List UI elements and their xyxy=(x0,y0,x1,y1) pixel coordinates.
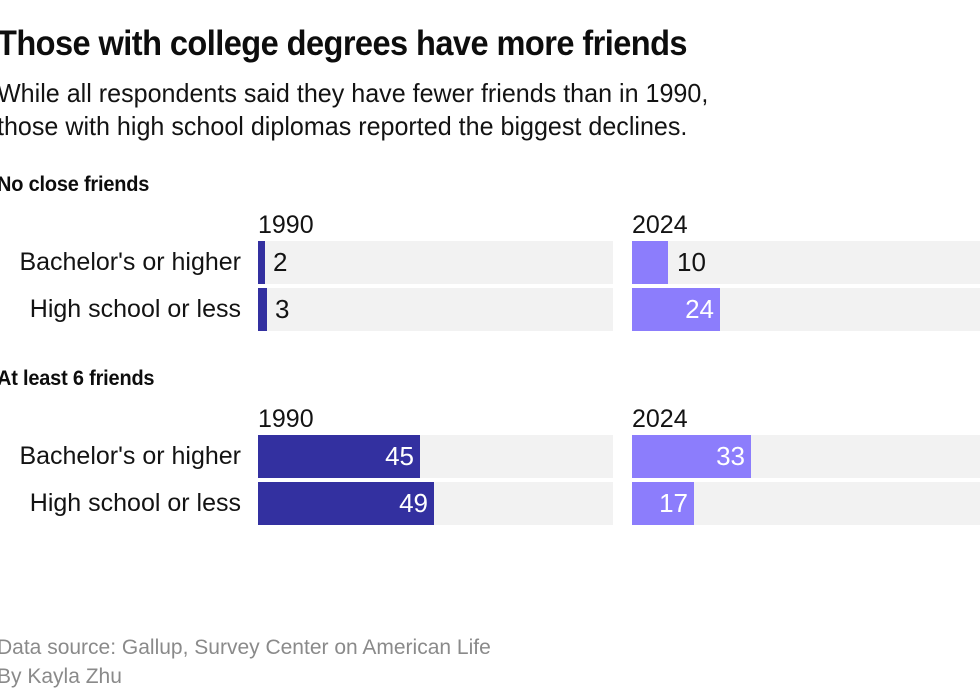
bar-1990-bachelors[interactable]: 45 xyxy=(258,434,420,478)
byline-text: By Kayla Zhu xyxy=(0,664,122,688)
row-label-bachelors: Bachelor's or higher xyxy=(19,247,241,276)
bar-2024-bachelors[interactable]: 33 xyxy=(632,434,751,478)
subtitle-line-1: While all respondents said they have few… xyxy=(0,78,709,108)
bar-track-2024: 24 xyxy=(632,287,980,331)
bar-track-2024: 17 xyxy=(632,481,980,525)
bar-track-1990: 49 xyxy=(258,481,613,525)
year-label-2024: 2024 xyxy=(632,404,688,433)
panel-at-least-6-friends: At least 6 friends 1990 2024 Bachelor's … xyxy=(0,335,980,525)
data-source-text: Data source: Gallup, Survey Center on Am… xyxy=(0,636,491,660)
bar-value-2024-bachelors: 33 xyxy=(716,440,745,471)
bar-1990-bachelors[interactable] xyxy=(258,240,265,284)
bar-track-1990: 3 xyxy=(258,287,613,331)
bar-1990-highschool[interactable]: 49 xyxy=(258,481,434,525)
table-row: Bachelor's or higher 45 33 xyxy=(0,434,980,478)
bar-track-1990: 45 xyxy=(258,434,613,478)
row-label-highschool: High school or less xyxy=(29,294,241,323)
panel-title: At least 6 friends xyxy=(0,366,155,390)
bar-2024-highschool[interactable]: 24 xyxy=(632,287,720,331)
row-label-highschool: High school or less xyxy=(29,488,241,517)
bar-value-2024-bachelors: 10 xyxy=(677,246,706,277)
year-header-row: 1990 2024 xyxy=(0,403,980,435)
panel-no-close-friends: No close friends 1990 2024 Bachelor's or… xyxy=(0,143,980,331)
bar-1990-highschool[interactable] xyxy=(258,287,267,331)
year-label-2024: 2024 xyxy=(632,210,688,239)
subtitle-line-2: those with high school diplomas reported… xyxy=(0,110,688,141)
table-row: High school or less 49 17 xyxy=(0,481,980,525)
chart-header: Those with college degrees have more fri… xyxy=(0,0,980,143)
table-row: Bachelor's or higher 2 10 xyxy=(0,240,980,284)
bar-value-1990-highschool: 49 xyxy=(399,487,428,518)
panel-rows: Bachelor's or higher 2 10 High school or… xyxy=(0,240,980,331)
year-label-1990: 1990 xyxy=(258,210,314,239)
page-title: Those with college degrees have more fri… xyxy=(0,24,688,63)
bar-track-2024: 10 xyxy=(632,240,980,284)
chart-subtitle: While all respondents said they have few… xyxy=(0,61,923,143)
panel-title: No close friends xyxy=(0,172,150,196)
chart-footer: Data source: Gallup, Survey Center on Am… xyxy=(0,634,491,691)
bar-value-1990-highschool: 3 xyxy=(275,293,290,324)
bar-value-1990-bachelors: 45 xyxy=(385,440,414,471)
bar-value-1990-bachelors: 2 xyxy=(273,246,288,277)
year-label-1990: 1990 xyxy=(258,404,314,433)
bar-track-2024: 33 xyxy=(632,434,980,478)
year-header-row: 1990 2024 xyxy=(0,209,980,241)
bar-value-2024-highschool: 17 xyxy=(659,487,688,518)
bar-track-1990: 2 xyxy=(258,240,613,284)
bar-value-2024-highschool: 24 xyxy=(685,293,714,324)
row-label-bachelors: Bachelor's or higher xyxy=(19,441,241,470)
bar-2024-highschool[interactable]: 17 xyxy=(632,481,694,525)
table-row: High school or less 3 24 xyxy=(0,287,980,331)
panel-rows: Bachelor's or higher 45 33 High school o… xyxy=(0,434,980,525)
bar-2024-bachelors[interactable] xyxy=(632,240,668,284)
